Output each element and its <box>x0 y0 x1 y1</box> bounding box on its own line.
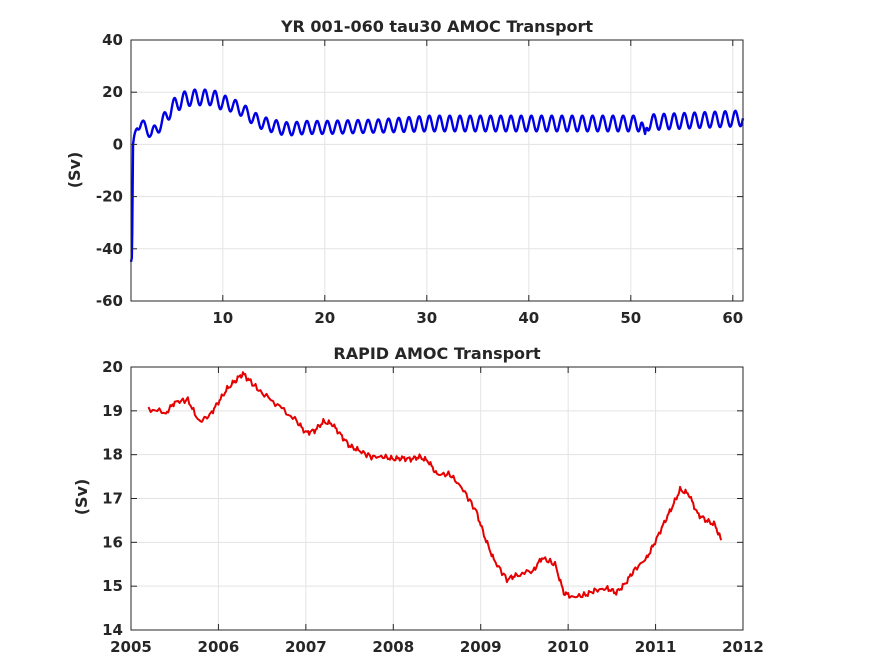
bottom-x-tick-label: 2010 <box>547 638 589 656</box>
top-x-tick-label: 20 <box>314 309 335 327</box>
bottom-chart-grid <box>130 366 744 631</box>
bottom-chart: RAPID AMOC Transport (Sv) 2005 2006 2007 20… <box>72 344 764 656</box>
bottom-chart-title: RAPID AMOC Transport <box>333 344 541 363</box>
bottom-y-tick-label: 14 <box>102 621 123 639</box>
bottom-x-tick-label: 2005 <box>110 638 152 656</box>
top-series-line <box>129 88 745 263</box>
bottom-y-tick-label: 19 <box>102 402 123 420</box>
bottom-y-tick-label: 18 <box>102 446 123 464</box>
top-chart-title: YR 001-060 tau30 AMOC Transport <box>280 17 593 36</box>
top-x-tick-label: 10 <box>212 309 233 327</box>
bottom-x-tick-label: 2011 <box>635 638 677 656</box>
top-y-tick-label: 20 <box>102 83 123 101</box>
bottom-y-tick-label: 20 <box>102 358 123 376</box>
bottom-x-tick-label: 2006 <box>198 638 240 656</box>
top-chart-grid <box>131 39 743 302</box>
bottom-x-tick-label: 2007 <box>285 638 327 656</box>
bottom-y-tick-label: 16 <box>102 533 123 551</box>
top-x-tick-label: 30 <box>416 309 437 327</box>
bottom-x-tick-label: 2008 <box>372 638 414 656</box>
top-x-tick-label: 50 <box>620 309 641 327</box>
top-y-tick-label: 40 <box>102 31 123 49</box>
top-chart: YR 001-060 tau30 AMOC Transport (Sv) 10 2… <box>65 17 745 327</box>
top-y-tick-label: -60 <box>96 292 123 310</box>
top-x-tick-label: 60 <box>722 309 743 327</box>
top-y-tick-label: -40 <box>96 240 123 258</box>
bottom-chart-ylabel: (Sv) <box>72 479 91 516</box>
bottom-y-tick-label: 15 <box>102 577 123 595</box>
top-y-tick-label: 0 <box>113 135 123 153</box>
top-x-tick-label: 40 <box>518 309 539 327</box>
top-chart-ylabel: (Sv) <box>65 152 84 189</box>
top-chart-frame <box>130 39 744 302</box>
bottom-x-tick-label: 2009 <box>460 638 502 656</box>
bottom-y-tick-label: 17 <box>102 490 123 508</box>
bottom-series-line <box>147 371 723 599</box>
bottom-x-tick-label: 2012 <box>722 638 764 656</box>
top-y-tick-label: -20 <box>96 188 123 206</box>
